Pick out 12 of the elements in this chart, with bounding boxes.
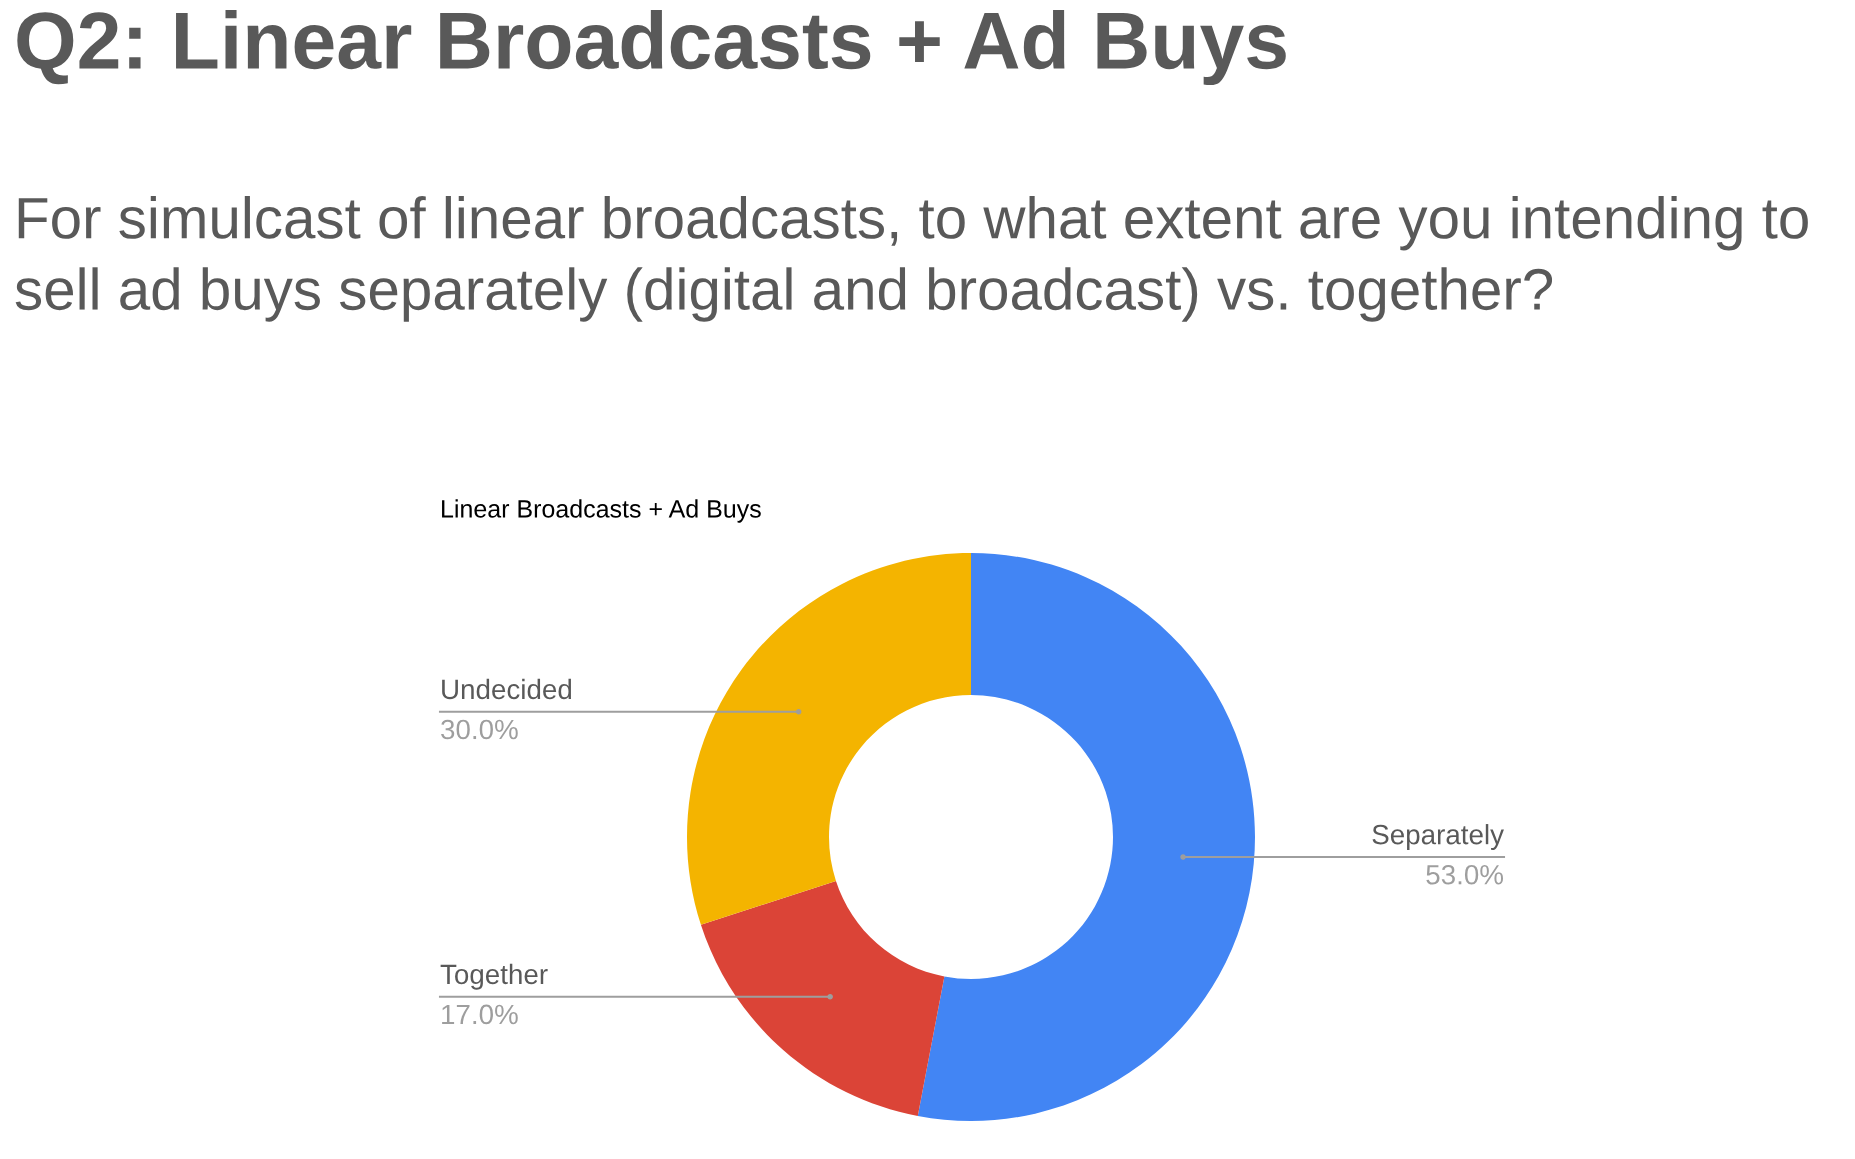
slice-label: Together	[440, 963, 548, 990]
chart-subtitle: For simulcast of linear broadcasts, to what extent are you intending to sell ad buys separately (digital and broadcast) vs. together?	[15, 196, 1808, 322]
chart-title: Q2: Linear Broadcasts + Ad Buys	[17, 10, 1286, 86]
donut-slice	[917, 553, 1255, 1121]
slice-label: Separately	[1372, 824, 1504, 850]
data-label: 30.0%	[441, 719, 518, 740]
donut-slice	[687, 553, 971, 925]
text: Linear Broadcasts + Ad Buys	[442, 499, 761, 523]
slice-label: Undecided	[442, 678, 572, 700]
data-label: 17.0%	[442, 1004, 518, 1025]
donut-slice	[700, 880, 945, 1116]
data-label: 53.0%	[1426, 864, 1504, 885]
